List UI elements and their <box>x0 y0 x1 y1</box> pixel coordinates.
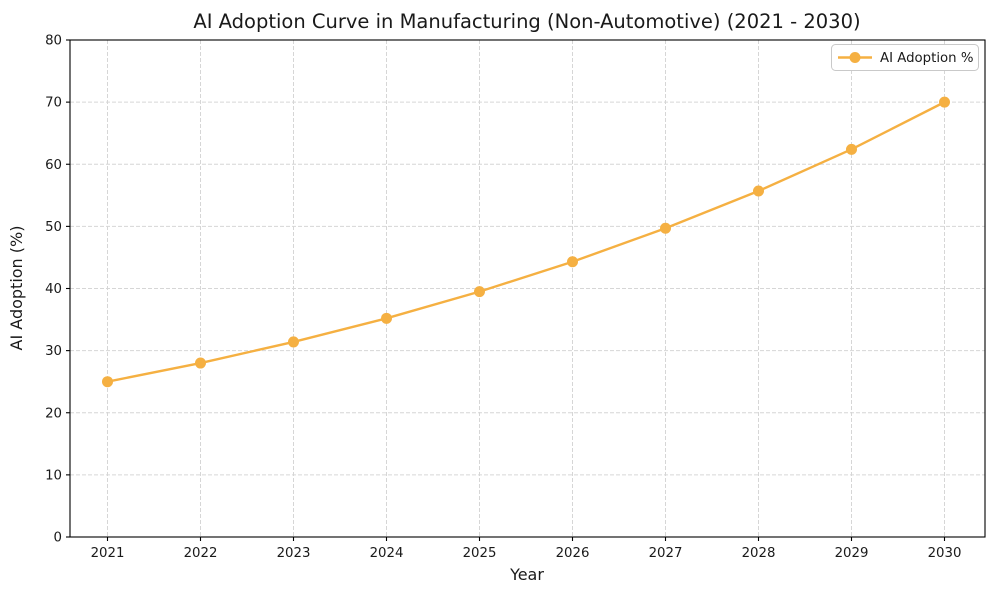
legend-marker-icon <box>849 52 861 63</box>
data-point-2024 <box>381 312 392 324</box>
data-point-2028 <box>753 185 764 197</box>
x-tick-label-2021: 2021 <box>91 546 125 561</box>
x-tick-label-2027: 2027 <box>649 546 683 561</box>
series-line-ai-adoption- <box>106 100 946 383</box>
y-tick-label-30: 30 <box>45 344 62 359</box>
y-tick-label-50: 50 <box>45 220 62 235</box>
x-tick-label-2024: 2024 <box>370 546 404 561</box>
data-point-2025 <box>474 286 485 298</box>
y-tick-label-10: 10 <box>45 468 62 483</box>
y-axis-label: AI Adoption (%) <box>7 226 26 351</box>
y-tick-label-0: 0 <box>54 531 62 546</box>
data-point-2030 <box>939 96 950 108</box>
data-point-2026 <box>567 256 578 268</box>
data-point-2021 <box>102 376 113 388</box>
y-tick-label-40: 40 <box>45 282 62 297</box>
data-point-2027 <box>660 222 671 234</box>
chart-title: AI Adoption Curve in Manufacturing (Non-… <box>193 10 860 33</box>
x-tick-label-2029: 2029 <box>835 546 869 561</box>
legend: AI Adoption % <box>831 44 979 71</box>
y-tick-label-60: 60 <box>45 158 62 173</box>
gridlines <box>70 39 985 538</box>
y-tick-label-20: 20 <box>45 406 62 421</box>
x-tick-label-2028: 2028 <box>742 546 776 561</box>
x-tick-label-2030: 2030 <box>928 546 962 561</box>
x-tick-label-2023: 2023 <box>277 546 311 561</box>
x-axis-label: Year <box>509 565 544 584</box>
legend-label: AI Adoption % <box>880 51 973 66</box>
x-tick-label-2025: 2025 <box>463 546 497 561</box>
y-tick-label-80: 80 <box>45 34 62 49</box>
data-point-2022 <box>195 357 206 369</box>
plot-border <box>69 39 986 538</box>
data-point-2023 <box>288 336 299 348</box>
x-tick-label-2022: 2022 <box>184 546 218 561</box>
x-tick-label-2026: 2026 <box>556 546 590 561</box>
y-tick-label-70: 70 <box>45 96 62 111</box>
data-point-2029 <box>846 143 857 155</box>
legend-box <box>831 44 979 71</box>
series-layer <box>102 96 950 388</box>
